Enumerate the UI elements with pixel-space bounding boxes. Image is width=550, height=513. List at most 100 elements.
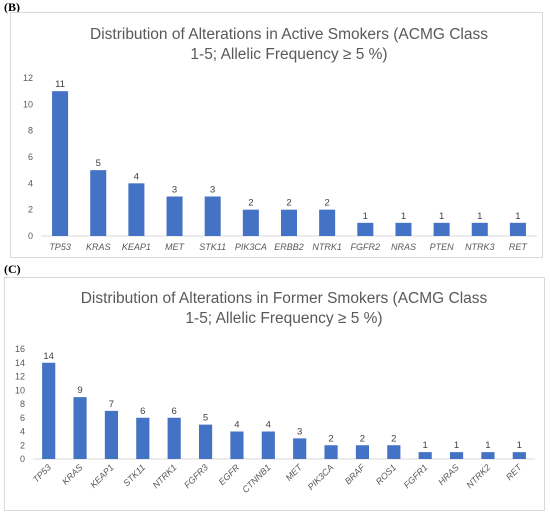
data-label: 2 (286, 198, 291, 209)
chart-title-line: 1-5; Allelic Frequency ≥ 5 %) (190, 46, 387, 63)
category-label: RET (504, 461, 525, 482)
data-label: 1 (517, 440, 522, 451)
y-tick-label: 12 (15, 372, 25, 382)
chart-title-line: 1-5; Allelic Frequency ≥ 5 %) (185, 310, 382, 327)
bar (42, 362, 56, 459)
bar (261, 431, 275, 459)
bar (512, 452, 526, 459)
bar (395, 222, 412, 236)
bar (319, 209, 336, 236)
bar (387, 445, 401, 459)
chart-title-line: Distribution of Alterations in Former Sm… (81, 290, 488, 307)
bar (509, 222, 526, 236)
category-label: STK11 (199, 242, 226, 252)
bar (136, 417, 150, 459)
bar (471, 222, 488, 236)
category-label: RET (509, 242, 529, 252)
data-label: 5 (203, 413, 208, 424)
bar (418, 452, 432, 459)
bar (293, 438, 307, 459)
data-label: 4 (266, 420, 271, 431)
y-tick-label: 2 (28, 205, 33, 215)
y-tick-label: 0 (20, 454, 25, 464)
bar (481, 452, 495, 459)
bar (52, 91, 69, 237)
category-label: NTRK2 (464, 462, 492, 490)
category-label: ROS1 (374, 462, 398, 486)
y-tick-label: 2 (20, 440, 25, 450)
category-label: KEAP1 (122, 242, 151, 252)
panel-label-b: (B) (4, 0, 20, 14)
bar (355, 445, 370, 459)
data-label: 2 (325, 198, 330, 209)
data-label: 4 (234, 420, 239, 431)
data-label: 1 (363, 211, 368, 222)
data-label: 2 (248, 198, 253, 209)
category-label: EGFR (217, 462, 242, 487)
bar (449, 452, 464, 459)
data-label: 14 (43, 351, 54, 362)
bar (198, 424, 213, 459)
data-label: 3 (172, 185, 177, 196)
bar (73, 397, 87, 459)
category-label: CTNNB1 (240, 462, 273, 495)
data-label: 1 (454, 440, 459, 451)
category-label: NTRK1 (151, 462, 179, 490)
y-tick-label: 6 (20, 413, 25, 423)
category-label: TP53 (49, 242, 71, 252)
category-label: FGFR2 (351, 242, 381, 252)
data-label: 2 (360, 433, 365, 444)
y-tick-label: 14 (15, 358, 25, 368)
y-tick-label: 10 (15, 385, 25, 395)
chart-title-line: Distribution of Alterations in Active Sm… (90, 26, 488, 43)
data-label: 3 (210, 185, 215, 196)
y-tick-label: 4 (28, 178, 33, 188)
data-label: 1 (423, 440, 428, 451)
bar (433, 222, 450, 236)
category-label: KRAS (60, 462, 84, 486)
category-label: NTRK3 (465, 242, 495, 252)
category-label: MET (165, 242, 186, 252)
data-label: 1 (439, 211, 444, 222)
y-tick-label: 4 (20, 427, 25, 437)
data-label: 1 (485, 440, 490, 451)
category-label: ERBB2 (274, 242, 304, 252)
category-label: FGFR1 (402, 462, 430, 490)
data-label: 11 (55, 79, 65, 90)
data-label: 9 (77, 385, 82, 396)
category-label: PTEN (430, 242, 455, 252)
chart-active-smokers: Distribution of Alterations in Active Sm… (23, 26, 537, 252)
bar (230, 431, 244, 459)
data-label: 1 (515, 211, 520, 222)
y-tick-label: 6 (28, 152, 33, 162)
y-tick-label: 12 (23, 73, 33, 83)
category-label: PIK3CA (306, 462, 336, 492)
category-label: TP53 (31, 462, 53, 484)
category-label: MET (284, 461, 306, 483)
bar (280, 209, 298, 236)
category-label: NTRK1 (312, 242, 342, 252)
chart-former-smokers: Distribution of Alterations in Former Sm… (15, 290, 535, 495)
bar (166, 196, 183, 236)
chart-box-active-smokers: Distribution of Alterations in Active Sm… (10, 12, 543, 258)
y-tick-label: 8 (28, 126, 33, 136)
data-label: 7 (109, 399, 114, 410)
data-label: 5 (96, 158, 101, 169)
bar (104, 410, 119, 459)
bar (128, 183, 145, 236)
category-label: NRAS (391, 242, 416, 252)
data-label: 1 (401, 211, 406, 222)
chart-box-former-smokers: Distribution of Alterations in Former Sm… (4, 277, 545, 511)
category-label: STK11 (121, 462, 147, 488)
y-tick-label: 0 (28, 231, 33, 241)
category-label: HRAS (436, 462, 461, 487)
data-label: 4 (134, 171, 139, 182)
y-tick-label: 16 (15, 344, 25, 354)
category-label: KEAP1 (88, 462, 116, 490)
bar (324, 445, 338, 459)
bar (357, 222, 374, 236)
category-label: KRAS (86, 242, 111, 252)
bar (204, 196, 221, 236)
y-tick-label: 8 (20, 399, 25, 409)
category-label: FGFR3 (182, 462, 210, 490)
